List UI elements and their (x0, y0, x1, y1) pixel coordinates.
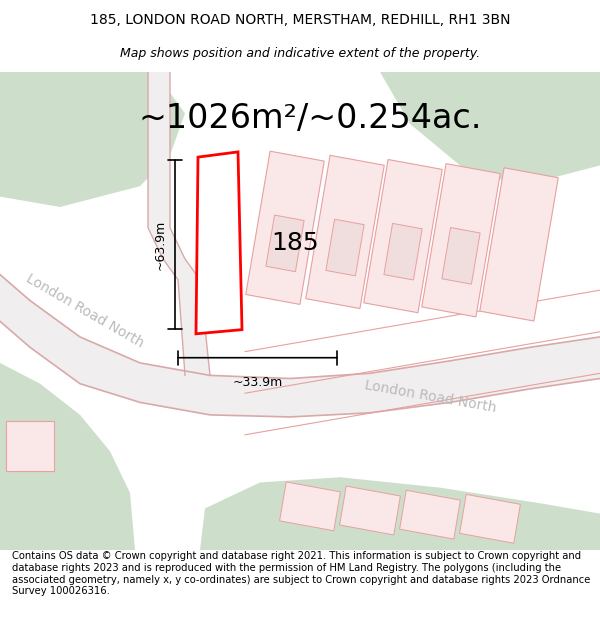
Polygon shape (306, 156, 384, 309)
Polygon shape (480, 168, 558, 321)
Text: London Road North: London Road North (23, 271, 146, 351)
Text: ~1026m²/~0.254ac.: ~1026m²/~0.254ac. (138, 102, 482, 135)
Text: ~63.9m: ~63.9m (154, 219, 167, 269)
Text: 185, LONDON ROAD NORTH, MERSTHAM, REDHILL, RH1 3BN: 185, LONDON ROAD NORTH, MERSTHAM, REDHIL… (90, 13, 510, 27)
Polygon shape (0, 274, 600, 417)
Polygon shape (340, 486, 400, 535)
Text: London Road North: London Road North (363, 378, 497, 414)
Text: ~33.9m: ~33.9m (232, 376, 283, 389)
Polygon shape (442, 228, 480, 284)
Polygon shape (196, 152, 242, 334)
Polygon shape (422, 164, 500, 317)
Polygon shape (364, 159, 442, 312)
Polygon shape (0, 363, 135, 550)
Polygon shape (246, 151, 324, 304)
Polygon shape (384, 223, 422, 280)
Polygon shape (0, 72, 185, 207)
Polygon shape (460, 494, 520, 543)
Text: 185: 185 (271, 231, 319, 256)
Text: Contains OS data © Crown copyright and database right 2021. This information is : Contains OS data © Crown copyright and d… (12, 551, 590, 596)
Polygon shape (380, 72, 600, 186)
Text: Map shows position and indicative extent of the property.: Map shows position and indicative extent… (120, 48, 480, 61)
Polygon shape (400, 490, 460, 539)
Polygon shape (6, 421, 54, 471)
Polygon shape (326, 219, 364, 276)
Polygon shape (148, 72, 210, 376)
Polygon shape (200, 478, 600, 550)
Polygon shape (280, 482, 340, 531)
Polygon shape (266, 215, 304, 272)
